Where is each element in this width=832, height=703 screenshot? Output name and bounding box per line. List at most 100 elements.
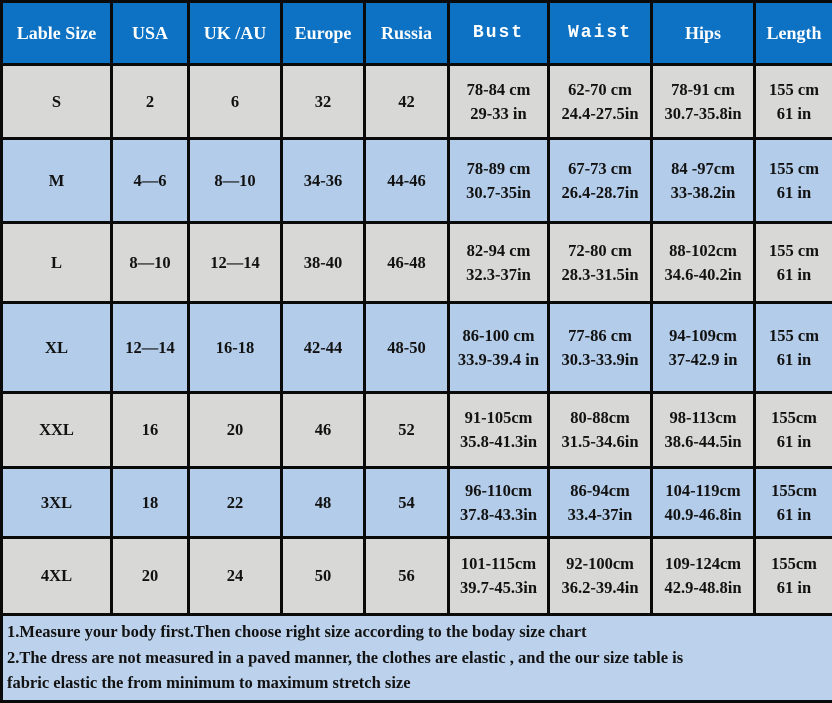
cell-line: 52 bbox=[366, 418, 447, 442]
table-cell: 44-46 bbox=[365, 139, 449, 223]
cell-line: 50 bbox=[283, 564, 363, 588]
cell-line: 46 bbox=[283, 418, 363, 442]
note-line-1: 1.Measure your body first.Then choose ri… bbox=[7, 619, 828, 645]
cell-line: 32.3-37in bbox=[450, 263, 547, 287]
cell-line: 84 -97cm bbox=[653, 157, 753, 181]
table-cell: 38-40 bbox=[282, 223, 365, 303]
table-cell: 46 bbox=[282, 393, 365, 468]
cell-line: 104-119cm bbox=[653, 479, 753, 503]
cell-line: 48-50 bbox=[366, 336, 447, 360]
column-header: Hips bbox=[652, 2, 755, 65]
cell-line: 94-109cm bbox=[653, 324, 753, 348]
table-cell: 24 bbox=[189, 538, 282, 615]
cell-line: 20 bbox=[113, 564, 187, 588]
table-cell: S bbox=[2, 65, 112, 139]
cell-line: 44-46 bbox=[366, 169, 447, 193]
cell-line: 155 cm bbox=[756, 78, 832, 102]
cell-line: 72-80 cm bbox=[550, 239, 650, 263]
table-cell: 46-48 bbox=[365, 223, 449, 303]
table-cell: 12—14 bbox=[189, 223, 282, 303]
table-cell: 20 bbox=[189, 393, 282, 468]
cell-line: 12—14 bbox=[113, 336, 187, 360]
table-cell: L bbox=[2, 223, 112, 303]
cell-line: XL bbox=[3, 336, 110, 360]
cell-line: 33.4-37in bbox=[550, 503, 650, 527]
cell-line: 54 bbox=[366, 491, 447, 515]
cell-line: 82-94 cm bbox=[450, 239, 547, 263]
table-cell: 56 bbox=[365, 538, 449, 615]
cell-line: 88-102cm bbox=[653, 239, 753, 263]
table-cell: 48-50 bbox=[365, 303, 449, 393]
cell-line: 61 in bbox=[756, 576, 832, 600]
table-cell: 2 bbox=[112, 65, 189, 139]
cell-line: 35.8-41.3in bbox=[450, 430, 547, 454]
table-cell: XL bbox=[2, 303, 112, 393]
cell-line: 38.6-44.5in bbox=[653, 430, 753, 454]
cell-line: 109-124cm bbox=[653, 552, 753, 576]
note-line-3: fabric elastic the from minimum to maxim… bbox=[7, 670, 828, 696]
cell-line: 78-84 cm bbox=[450, 78, 547, 102]
cell-line: 56 bbox=[366, 564, 447, 588]
cell-line: 33-38.2in bbox=[653, 181, 753, 205]
cell-line: 18 bbox=[113, 491, 187, 515]
cell-line: 101-115cm bbox=[450, 552, 547, 576]
cell-line: 155cm bbox=[756, 406, 832, 430]
cell-line: 31.5-34.6in bbox=[550, 430, 650, 454]
table-cell: 50 bbox=[282, 538, 365, 615]
cell-line: 26.4-28.7in bbox=[550, 181, 650, 205]
cell-line: 6 bbox=[190, 90, 280, 114]
cell-line: 16-18 bbox=[190, 336, 280, 360]
table-cell: 34-36 bbox=[282, 139, 365, 223]
cell-line: 8—10 bbox=[190, 169, 280, 193]
cell-line: 61 in bbox=[756, 181, 832, 205]
cell-line: 2 bbox=[113, 90, 187, 114]
cell-line: 62-70 cm bbox=[550, 78, 650, 102]
cell-line: 8—10 bbox=[113, 251, 187, 275]
cell-line: 16 bbox=[113, 418, 187, 442]
cell-line: 42.9-48.8in bbox=[653, 576, 753, 600]
cell-line: 96-110cm bbox=[450, 479, 547, 503]
table-cell: 32 bbox=[282, 65, 365, 139]
cell-line: 36.2-39.4in bbox=[550, 576, 650, 600]
cell-line: 67-73 cm bbox=[550, 157, 650, 181]
cell-line: 155 cm bbox=[756, 157, 832, 181]
cell-line: 155cm bbox=[756, 552, 832, 576]
cell-line: 34-36 bbox=[283, 169, 363, 193]
cell-line: 78-89 cm bbox=[450, 157, 547, 181]
table-cell: 42-44 bbox=[282, 303, 365, 393]
cell-line: 155 cm bbox=[756, 239, 832, 263]
cell-line: 92-100cm bbox=[550, 552, 650, 576]
table-cell: 42 bbox=[365, 65, 449, 139]
cell-line: 46-48 bbox=[366, 251, 447, 275]
cell-line: 30.7-35in bbox=[450, 181, 547, 205]
table-cell: XXL bbox=[2, 393, 112, 468]
column-header: Russia bbox=[365, 2, 449, 65]
cell-line: 28.3-31.5in bbox=[550, 263, 650, 287]
cell-line: 4—6 bbox=[113, 169, 187, 193]
table-cell: 8—10 bbox=[112, 223, 189, 303]
